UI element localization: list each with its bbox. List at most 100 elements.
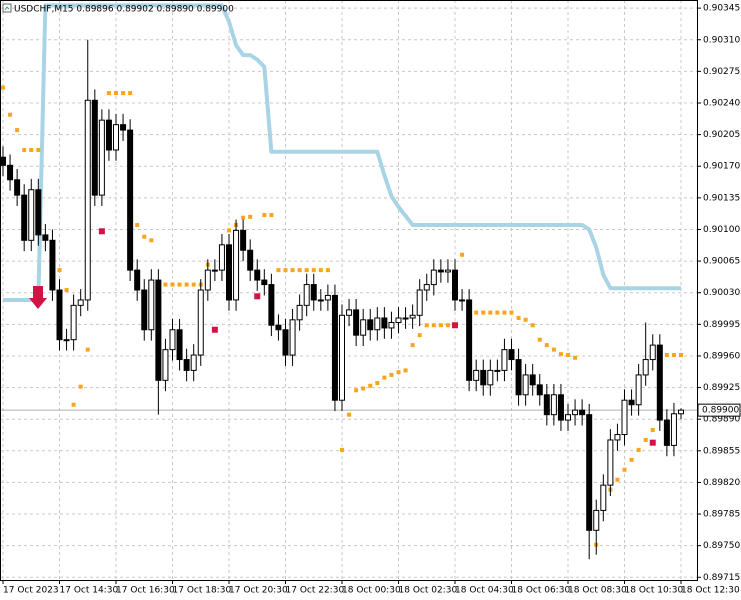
current-price-label: 0.89900 xyxy=(702,406,739,416)
candle-body xyxy=(141,289,148,331)
sar-dot xyxy=(64,288,69,292)
sar-dot xyxy=(650,428,655,433)
candle-body xyxy=(70,304,77,341)
plot xyxy=(0,3,684,560)
candle-body xyxy=(444,269,451,273)
candle-body xyxy=(7,164,14,181)
candle-body xyxy=(197,289,204,356)
candle-body xyxy=(522,374,529,396)
y-tick-label: 0.89925 xyxy=(703,383,740,393)
sar-dot xyxy=(551,347,556,352)
candle-body xyxy=(169,329,176,351)
sar-dot xyxy=(368,383,373,388)
candle-body xyxy=(409,314,416,319)
sar-dot xyxy=(523,317,528,322)
candle-body xyxy=(367,319,374,331)
candle-body xyxy=(268,284,275,326)
candle-body xyxy=(247,249,254,271)
x-tick-label: 17 Oct 22:30 xyxy=(286,586,345,596)
sar-dot xyxy=(15,128,20,133)
sar-dot xyxy=(516,316,521,321)
candle-body xyxy=(155,279,162,381)
candle-body xyxy=(84,99,91,301)
sar-dot xyxy=(8,112,13,117)
title-icon-line xyxy=(4,6,10,11)
candle-body xyxy=(621,399,628,436)
y-tick-label: 0.90030 xyxy=(703,288,740,298)
candle-body xyxy=(346,309,353,316)
sar-dot xyxy=(643,437,648,442)
sar-dot xyxy=(170,282,175,287)
candle-body xyxy=(543,394,550,416)
candle-body xyxy=(586,414,593,531)
candle-body xyxy=(275,324,282,331)
sar-dot xyxy=(664,353,669,358)
candle-body xyxy=(120,124,127,131)
sar-dot xyxy=(389,372,394,377)
candle-body xyxy=(63,339,70,342)
x-tick-label: 18 Oct 08:30 xyxy=(568,586,627,596)
candle-body xyxy=(579,409,586,416)
x-tick-label: 18 Oct 02:30 xyxy=(399,586,458,596)
candle-body xyxy=(374,317,381,331)
candle-body xyxy=(91,99,98,196)
sar-dot xyxy=(57,268,62,273)
sar-dot xyxy=(474,310,479,315)
sar-dot xyxy=(184,282,189,287)
sar-dot xyxy=(382,375,387,380)
candle-body xyxy=(317,299,324,302)
sar-dot xyxy=(142,234,147,239)
y-tick-label: 0.90170 xyxy=(703,162,740,172)
candle-body xyxy=(310,284,317,301)
sar-dot xyxy=(269,213,274,218)
y-tick-label: 0.90135 xyxy=(703,193,740,203)
sar-dot xyxy=(671,353,676,358)
candle-body xyxy=(14,179,21,196)
candle-body xyxy=(105,119,112,151)
candle-body xyxy=(572,409,579,416)
sar-dot xyxy=(177,282,182,287)
candle-body xyxy=(21,194,28,241)
sar-dot xyxy=(361,386,366,391)
sar-dot xyxy=(36,147,41,152)
x-tick-label: 18 Oct 00:30 xyxy=(342,586,401,596)
sar-dot xyxy=(191,282,196,287)
sar-dot xyxy=(290,268,295,273)
candle-body xyxy=(649,344,656,361)
candle-body xyxy=(670,413,677,446)
candle-body xyxy=(289,319,296,356)
x-tick-label: 17 Oct 14:30 xyxy=(60,586,119,596)
x-tick-label: 18 Oct 12:30 xyxy=(681,586,740,596)
candle-body xyxy=(628,399,635,406)
candle-body xyxy=(339,314,345,401)
candle-body xyxy=(0,156,6,166)
candle-body xyxy=(395,317,402,324)
candle-body xyxy=(296,304,303,321)
x-tick-label: 17 Oct 18:30 xyxy=(173,586,232,596)
sar-dot xyxy=(573,355,578,360)
candle-body xyxy=(430,269,437,286)
candle-body xyxy=(635,374,642,406)
candle-body xyxy=(656,344,663,421)
candle-body xyxy=(218,244,225,271)
y-tick-label: 0.90065 xyxy=(703,257,740,267)
y-tick-label: 0.90100 xyxy=(703,225,740,235)
sar-dot xyxy=(297,268,302,273)
candle-body xyxy=(381,317,388,329)
sar-dot xyxy=(622,467,627,472)
candle-body xyxy=(226,244,232,301)
candle-body xyxy=(416,289,423,316)
sar-dot xyxy=(445,323,450,328)
sar-dot xyxy=(71,402,76,407)
sar-dot xyxy=(636,447,641,452)
candle-body xyxy=(303,284,310,306)
x-tick-label: 18 Oct 04:30 xyxy=(455,586,514,596)
sar-dot xyxy=(488,310,493,315)
sar-dot xyxy=(304,268,309,273)
y-tick-label: 0.89750 xyxy=(703,541,740,551)
candle-body xyxy=(233,229,240,301)
candle-body xyxy=(607,439,614,486)
sar-dot xyxy=(78,384,83,389)
candle-body xyxy=(360,319,367,336)
